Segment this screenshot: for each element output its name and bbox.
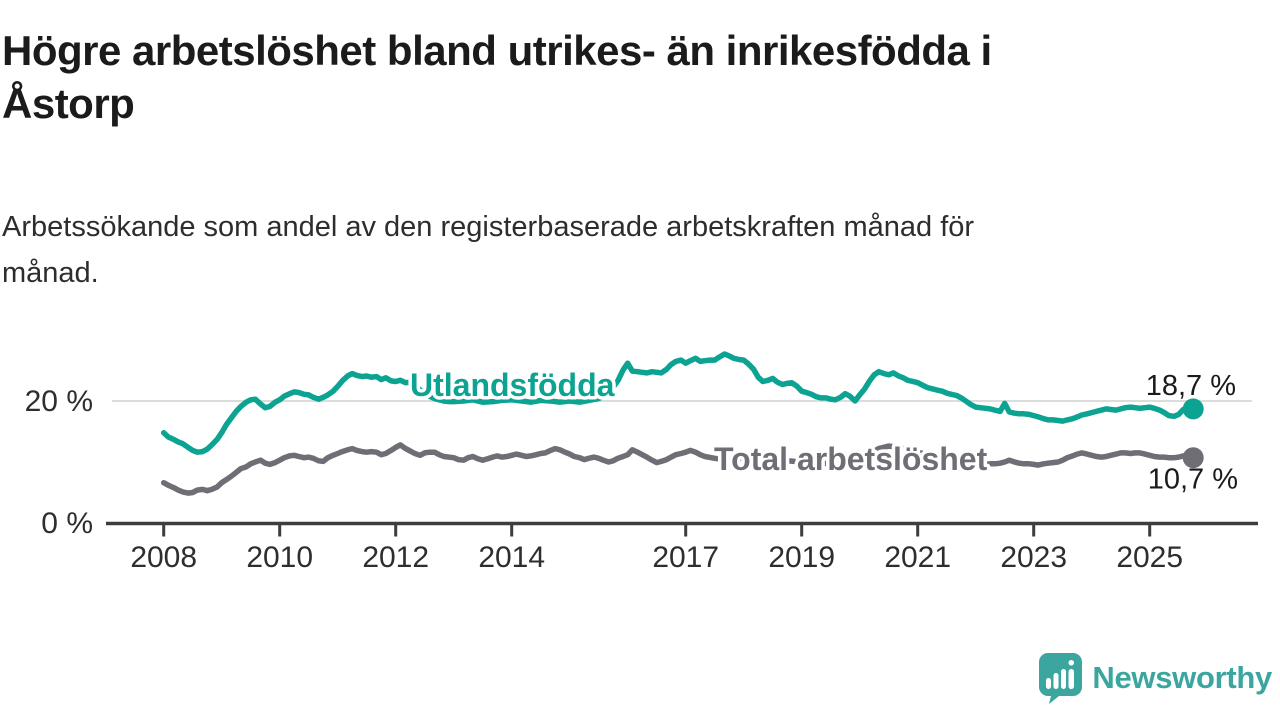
x-tick-label-2008: 2008 — [130, 541, 197, 574]
series-inline-labels: Utlandsfödda Total arbetslöshet — [407, 364, 992, 481]
series-end-dots — [1182, 398, 1204, 469]
axes: 0 % 20 % 2008 2010 2012 2014 2017 2019 2021 2023 2… — [25, 385, 1258, 574]
newsworthy-logo-icon — [1039, 653, 1083, 704]
x-tick-label-2010: 2010 — [246, 541, 313, 574]
end-value-label-utlandsfodda: 18,7 % — [1146, 370, 1236, 402]
x-tick-label-2019: 2019 — [768, 541, 835, 574]
page-title-line2: Åstorp — [2, 80, 135, 127]
newsworthy-logo: Newsworthy — [1037, 652, 1272, 704]
series-lines — [160, 351, 1196, 496]
bar-icon — [1046, 678, 1052, 689]
x-tick-label-2014: 2014 — [478, 541, 545, 574]
page-subtitle: Arbetssökande som andel av den registerb… — [2, 204, 974, 296]
page-subtitle-line1: Arbetssökande som andel av den registerb… — [2, 211, 975, 243]
newsworthy-logo-text: Newsworthy — [1092, 660, 1272, 695]
x-tick-label-2023: 2023 — [1000, 541, 1067, 574]
y-axis-label-20: 20 % — [25, 385, 93, 418]
page-subtitle-line2: månad. — [2, 257, 99, 289]
series-label-total-arbetsloshet: Total arbetslöshet — [714, 441, 988, 477]
end-value-label-total-arbetsloshet: 10,7 % — [1148, 464, 1238, 496]
page-title-line1: Högre arbetslöshet bland utrikes- än inr… — [2, 27, 992, 74]
x-tick-label-2012: 2012 — [362, 541, 429, 574]
series-end-value-labels: 18,7 % 10,7 % — [1146, 370, 1238, 496]
series-label-utlandsfodda: Utlandsfödda — [410, 367, 615, 403]
series-line-total-arbetsloshet — [160, 442, 1196, 496]
bar-icon — [1053, 673, 1059, 689]
end-dot-utlandsfodda — [1182, 398, 1204, 420]
y-axis-label-0: 0 % — [41, 507, 93, 540]
speech-bubble-shape — [1039, 653, 1083, 704]
series-line-utlandsfodda — [160, 351, 1196, 455]
bar-icon — [1061, 669, 1067, 689]
x-tick-label-2021: 2021 — [884, 541, 951, 574]
page-title: Högre arbetslöshet bland utrikes- än inr… — [2, 24, 992, 130]
end-dot-total-arbetsloshet — [1182, 447, 1204, 469]
exclamation-bar-icon — [1068, 669, 1075, 689]
x-tick-label-2017: 2017 — [652, 541, 719, 574]
exclamation-dot-icon — [1068, 660, 1075, 666]
x-tick-label-2025: 2025 — [1116, 541, 1183, 574]
